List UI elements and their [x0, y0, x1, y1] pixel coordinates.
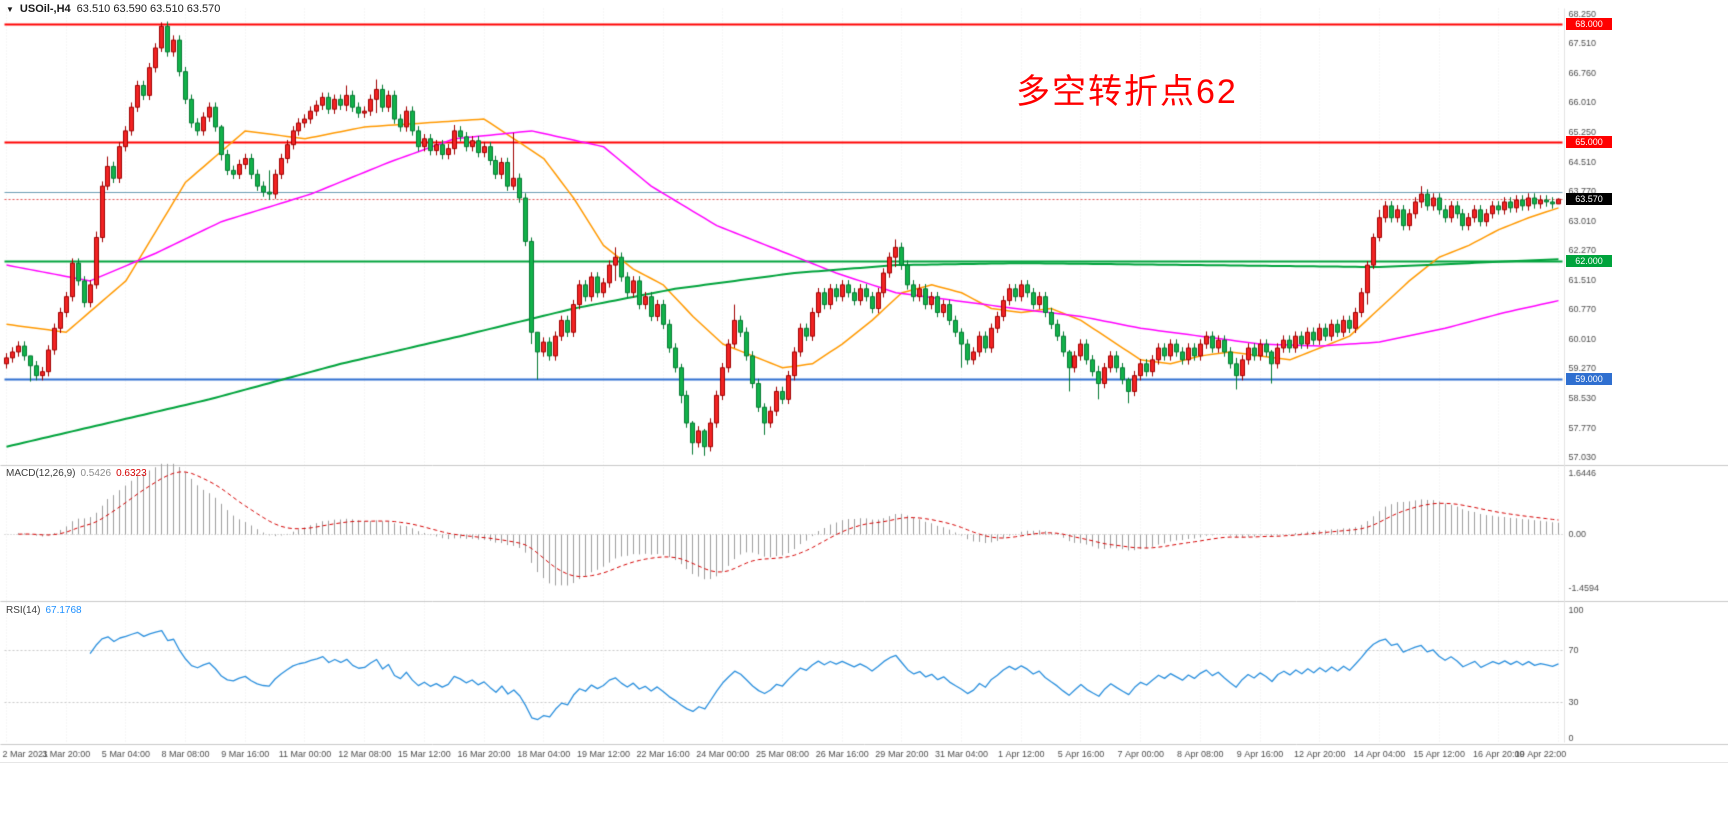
price-level-badge: 68.000: [1566, 18, 1612, 30]
price-level-badge: 62.000: [1566, 255, 1612, 267]
macd-name: MACD(12,26,9): [6, 468, 76, 479]
chart-menu-icon[interactable]: ▼: [6, 4, 14, 14]
ohlc-quote-values: 63.510 63.590 63.510 63.570: [76, 3, 221, 15]
price-level-badge: 59.000: [1566, 373, 1612, 385]
chart-title-bar: ▼ USOil-,H4 63.510 63.590 63.510 63.570: [6, 3, 220, 15]
price-level-badge: 65.000: [1566, 136, 1612, 148]
rsi-name: RSI(14): [6, 605, 41, 616]
macd-main-value: 0.5426: [80, 468, 112, 479]
symbol-timeframe-label: USOil-,H4: [19, 3, 71, 15]
rsi-value: 67.1768: [45, 605, 82, 616]
current-price-badge: 63.570: [1566, 193, 1612, 205]
macd-indicator-label: MACD(12,26,9) 0.5426 0.6323: [6, 468, 147, 479]
chart-canvas[interactable]: [0, 0, 1728, 762]
rsi-indicator-label: RSI(14) 67.1768: [6, 605, 82, 616]
macd-signal-value: 0.6323: [116, 468, 147, 479]
window-footer: [0, 762, 1728, 829]
annotation-text[interactable]: 多空转折点62: [1016, 73, 1238, 111]
